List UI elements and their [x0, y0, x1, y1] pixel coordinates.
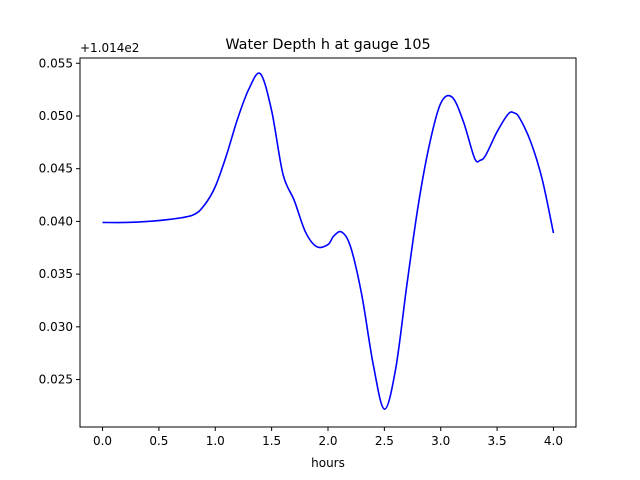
- series-line: [102, 72, 555, 410]
- y-tick-label: 0.035: [39, 267, 73, 281]
- x-tick-label: 0.0: [93, 434, 112, 448]
- x-tick-label: 1.0: [206, 434, 225, 448]
- y-axis-offset-label: +1.014e2: [80, 41, 139, 55]
- x-tick-label: 3.5: [488, 434, 507, 448]
- chart-title: Water Depth h at gauge 105: [225, 37, 430, 53]
- x-tick-label: 2.5: [375, 434, 394, 448]
- y-tick-label: 0.045: [39, 162, 73, 176]
- y-tick-label: 0.025: [39, 373, 73, 387]
- y-tick-label: 0.030: [39, 320, 73, 334]
- x-tick-label: 3.0: [431, 434, 450, 448]
- y-tick-label: 0.040: [39, 214, 73, 228]
- x-axis-label: hours: [311, 456, 345, 470]
- x-tick-label: 2.0: [318, 434, 337, 448]
- x-tick-label: 0.5: [149, 434, 168, 448]
- plot-frame: [79, 57, 577, 428]
- y-tick-label: 0.055: [39, 56, 73, 70]
- x-tick-label: 4.0: [544, 434, 563, 448]
- y-tick-label: 0.050: [39, 109, 73, 123]
- x-tick-label: 1.5: [262, 434, 281, 448]
